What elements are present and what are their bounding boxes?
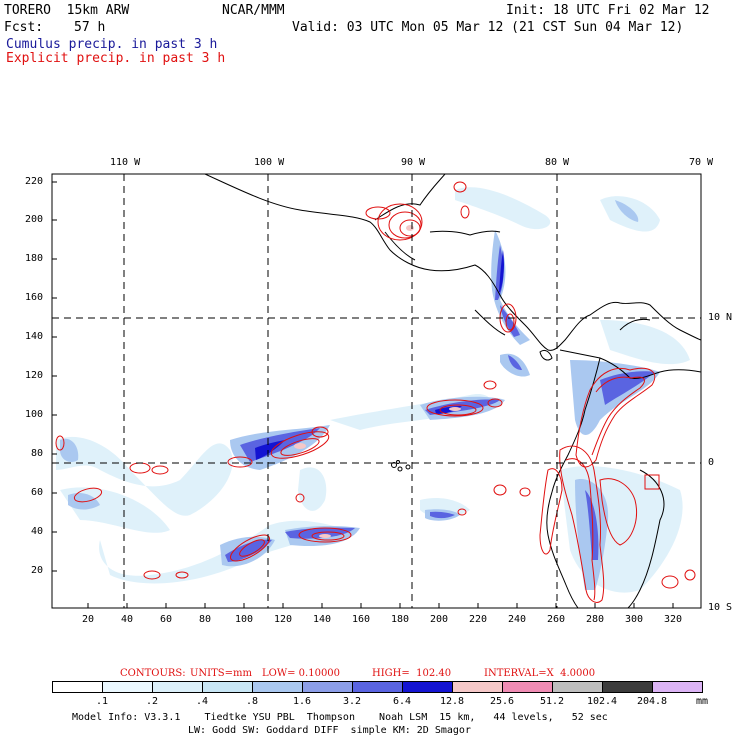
lat-label: 10 N	[708, 312, 733, 323]
legend-value-label: 3.2	[342, 696, 362, 707]
legend-unit: mm	[696, 696, 709, 707]
lon-label: 110 W	[110, 157, 141, 168]
contour-label: CONTOURS:	[120, 668, 186, 679]
y-tick-label: 220	[25, 176, 44, 187]
model-info: Model Info: V3.3.1 Tiedtke YSU PBL Thomp…	[72, 712, 608, 723]
legend-color-cell	[152, 681, 203, 693]
lon-label: 80 W	[545, 157, 570, 168]
lat-label: 0	[708, 457, 715, 468]
x-tick-label: 40	[121, 614, 134, 625]
legend-color-cell	[552, 681, 603, 693]
field-cumulus-label: Cumulus precip. in past 3 h	[6, 37, 218, 52]
legend-value-label: 51.2	[539, 696, 565, 707]
x-tick-label: 180	[391, 614, 410, 625]
legend-value-label: 102.4	[586, 696, 618, 707]
x-tick-label: 220	[469, 614, 488, 625]
coastlines	[204, 174, 701, 608]
contour-high: HIGH= 102.40	[372, 668, 452, 679]
legend-color-cell	[352, 681, 403, 693]
legend-color-cell	[252, 681, 303, 693]
y-tick-label: 160	[25, 292, 44, 303]
contour-interval: INTERVAL=X 4.0000	[484, 668, 596, 679]
x-tick-label: 280	[586, 614, 605, 625]
y-tick-label: 100	[25, 409, 44, 420]
lon-label: 70 W	[689, 157, 714, 168]
y-tick-label: 140	[25, 331, 44, 342]
forecast-hours: 57 h	[74, 20, 106, 35]
legend-value-label: .8	[245, 696, 259, 707]
legend-value-label: .1	[95, 696, 109, 707]
legend-value-label: 6.4	[392, 696, 412, 707]
axis-ticks	[52, 181, 674, 608]
x-tick-label: 260	[547, 614, 566, 625]
model-physics: LW: Godd SW: Goddard DIFF simple KM: 2D …	[188, 725, 471, 736]
legend-value-label: 204.8	[636, 696, 668, 707]
lat-lon-gridlines	[52, 174, 701, 608]
legend-color-cell	[102, 681, 153, 693]
x-tick-label: 20	[82, 614, 95, 625]
x-tick-label: 80	[199, 614, 212, 625]
x-tick-label: 300	[625, 614, 644, 625]
legend-color-cell	[202, 681, 253, 693]
forecast-label: Fcst:	[4, 20, 44, 35]
y-tick-label: 60	[31, 487, 44, 498]
y-tick-label: 180	[25, 253, 44, 264]
legend-color-cell	[302, 681, 353, 693]
legend-color-cell	[402, 681, 453, 693]
valid-time: Valid: 03 UTC Mon 05 Mar 12 (21 CST Sun …	[292, 20, 684, 35]
legend-value-label: 25.6	[489, 696, 515, 707]
contour-low: LOW= 0.10000	[262, 668, 341, 679]
organization: NCAR/MMM	[222, 3, 285, 18]
legend-value-label: 1.6	[292, 696, 312, 707]
y-tick-label: 120	[25, 370, 44, 381]
explicit-precip-contours	[55, 181, 696, 603]
x-tick-label: 240	[508, 614, 527, 625]
y-tick-label: 80	[31, 448, 44, 459]
x-tick-label: 60	[160, 614, 173, 625]
lon-label: 100 W	[254, 157, 285, 168]
x-tick-label: 140	[313, 614, 332, 625]
legend-color-cell	[502, 681, 553, 693]
legend-value-label: .4	[195, 696, 209, 707]
x-tick-label: 160	[352, 614, 371, 625]
lat-label: 10 S	[708, 602, 733, 613]
model-name: TORERO 15km ARW	[4, 3, 130, 18]
y-tick-label: 20	[31, 565, 44, 576]
legend-color-cell	[52, 681, 103, 693]
legend-value-label: 12.8	[439, 696, 465, 707]
contour-units: UNITS=mm	[190, 668, 252, 679]
legend-color-cell	[652, 681, 703, 693]
x-tick-label: 100	[235, 614, 254, 625]
init-time: Init: 18 UTC Fri 02 Mar 12	[506, 3, 710, 18]
y-tick-label: 200	[25, 214, 44, 225]
x-tick-label: 120	[274, 614, 293, 625]
y-tick-label: 40	[31, 526, 44, 537]
field-explicit-label: Explicit precip. in past 3 h	[6, 51, 226, 66]
x-tick-label: 320	[664, 614, 683, 625]
x-tick-label: 200	[430, 614, 449, 625]
legend-value-label: .2	[145, 696, 159, 707]
lon-label: 90 W	[401, 157, 426, 168]
legend-color-cell	[452, 681, 503, 693]
legend-color-cell	[602, 681, 653, 693]
